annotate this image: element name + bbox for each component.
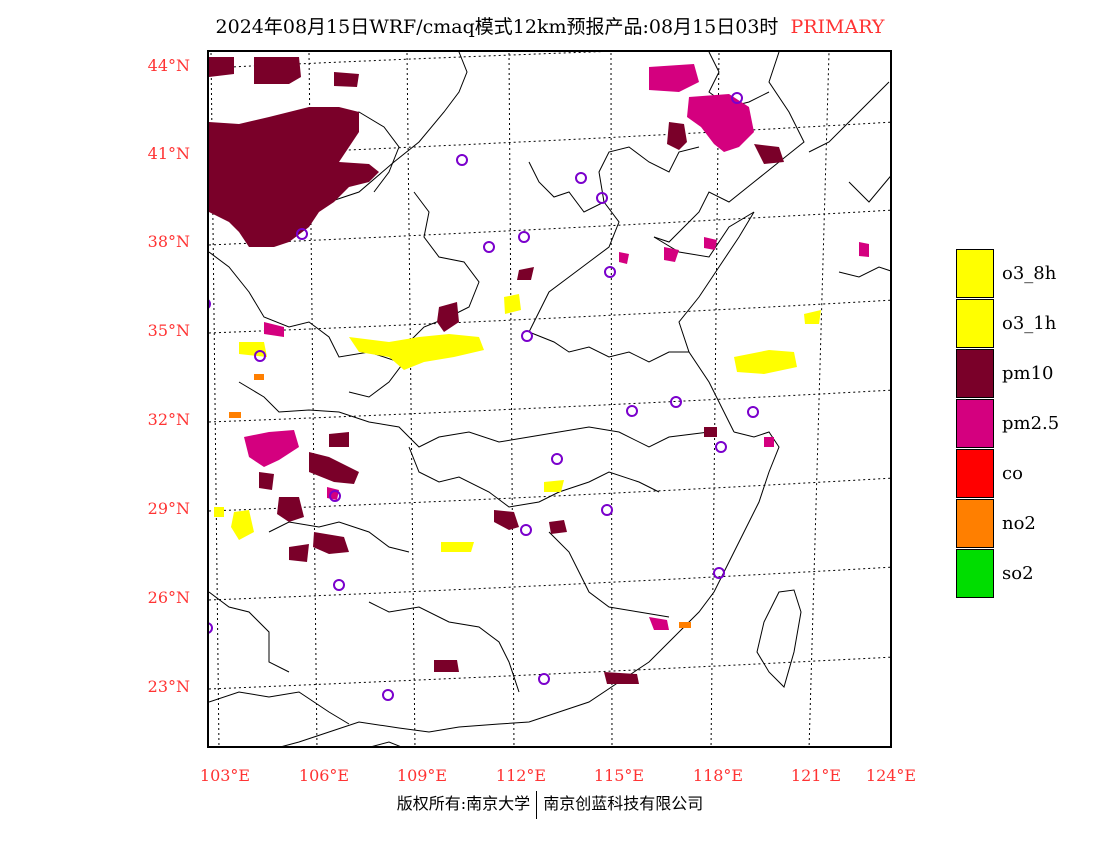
lat-label: 38°N <box>147 232 190 251</box>
legend-swatch <box>956 349 994 398</box>
lon-label: 124°E <box>865 766 917 785</box>
o3-areas <box>214 294 821 552</box>
station-markers <box>209 92 759 701</box>
copyright-footer: 版权所有:南京大学 南京创蓝科技有限公司 <box>0 790 1100 819</box>
legend-label: pm10 <box>1002 363 1054 384</box>
legend-swatch <box>956 399 994 448</box>
lat-label: 35°N <box>147 321 190 340</box>
legend-swatch <box>956 499 994 548</box>
lat-label: 29°N <box>147 499 190 518</box>
lat-label: 23°N <box>147 677 190 696</box>
pm10-areas <box>209 57 784 684</box>
lat-label: 44°N <box>147 56 190 75</box>
map-frame <box>207 50 892 748</box>
pm25-areas <box>244 64 869 630</box>
footer-right: 南京创蓝科技有限公司 <box>543 794 704 813</box>
legend-swatch <box>956 549 994 598</box>
lat-label: 26°N <box>147 588 190 607</box>
lon-label: 106°E <box>298 766 350 785</box>
lon-label: 118°E <box>692 766 744 785</box>
footer-separator <box>536 790 538 819</box>
boundaries <box>209 52 890 746</box>
legend-label: pm2.5 <box>1002 413 1060 434</box>
legend-label: o3_8h <box>1002 263 1057 284</box>
legend-label: so2 <box>1002 563 1034 584</box>
lon-label: 115°E <box>593 766 645 785</box>
title-main: 2024年08月15日WRF/cmaq模式12km预报产品:08月15日03时 <box>215 16 779 38</box>
map-canvas <box>209 52 890 746</box>
legend-swatch <box>956 299 994 348</box>
legend-swatch <box>956 249 994 298</box>
footer-left: 版权所有:南京大学 <box>396 794 531 813</box>
lon-label: 103°E <box>199 766 251 785</box>
legend-label: o3_1h <box>1002 313 1057 334</box>
lon-label: 112°E <box>495 766 547 785</box>
legend-label: no2 <box>1002 513 1036 534</box>
lat-label: 32°N <box>147 410 190 429</box>
lon-label: 121°E <box>790 766 842 785</box>
lat-label: 41°N <box>147 144 190 163</box>
title-tag: PRIMARY <box>790 16 885 38</box>
no2-areas <box>229 374 691 628</box>
legend-swatch <box>956 449 994 498</box>
lon-label: 109°E <box>396 766 448 785</box>
legend-label: co <box>1002 463 1023 484</box>
map-title: 2024年08月15日WRF/cmaq模式12km预报产品:08月15日03时 P… <box>0 12 1100 39</box>
